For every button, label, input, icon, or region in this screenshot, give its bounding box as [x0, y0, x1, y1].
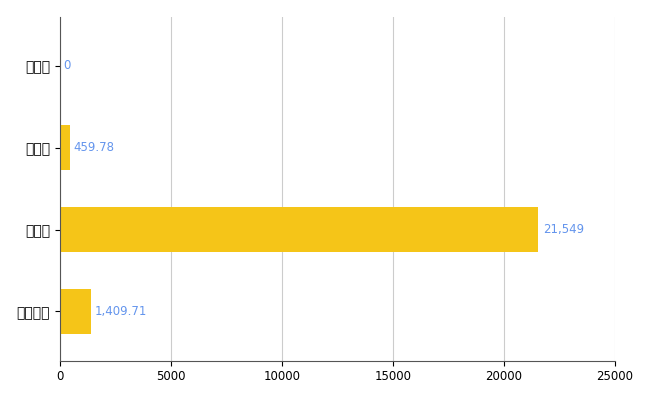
Bar	[60, 207, 538, 252]
Text: 0: 0	[63, 59, 71, 72]
Bar	[60, 289, 91, 334]
Text: 459.78: 459.78	[73, 141, 114, 154]
Text: 1,409.71: 1,409.71	[94, 305, 147, 318]
Bar	[60, 125, 70, 170]
Text: 21,549: 21,549	[543, 223, 584, 236]
